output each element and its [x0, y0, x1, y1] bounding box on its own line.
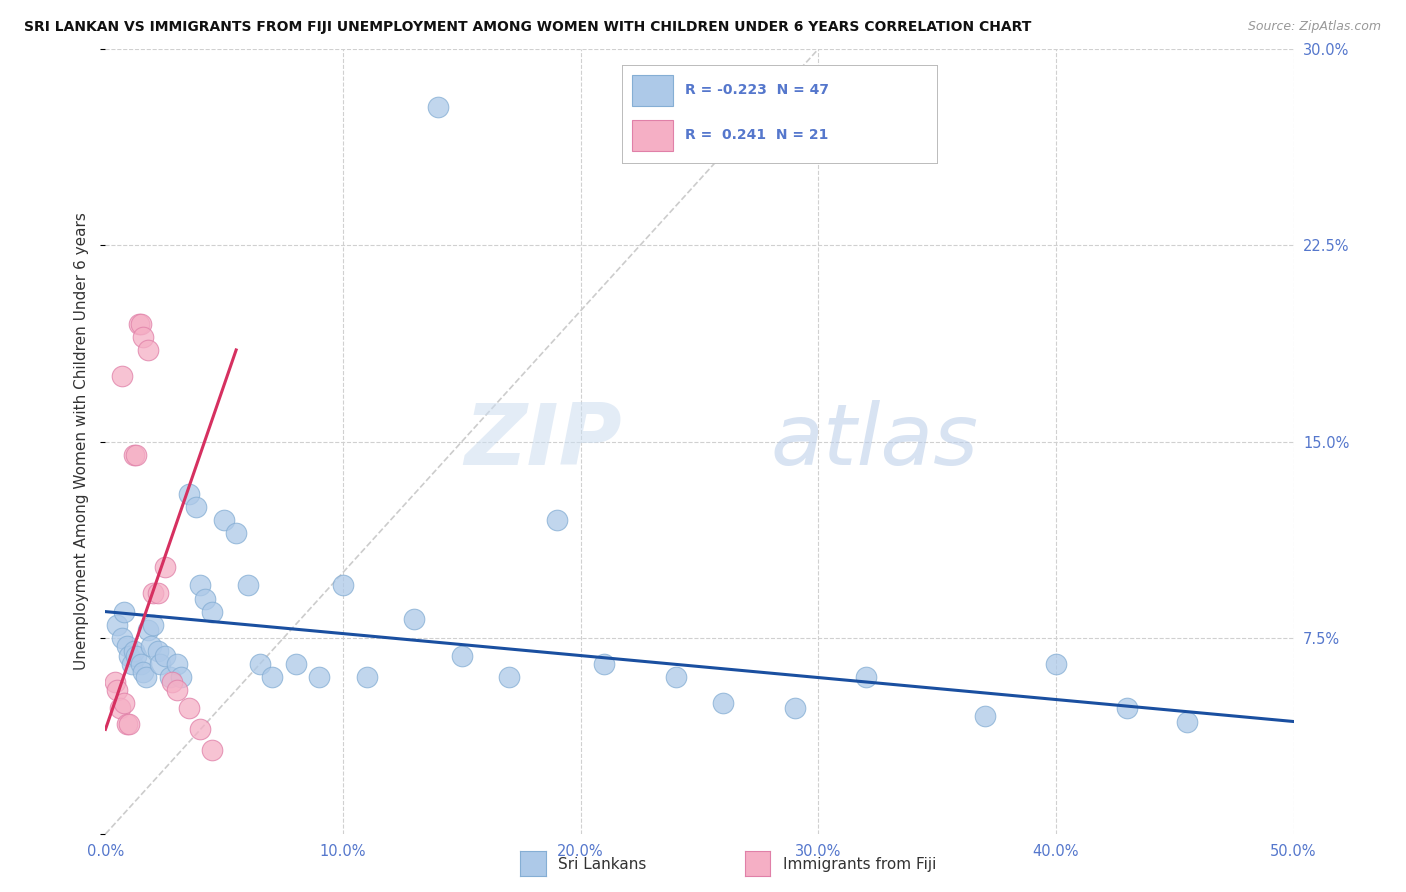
- Point: [308, 670, 330, 684]
- Point: [166, 657, 188, 671]
- Point: [122, 448, 145, 462]
- Point: [170, 670, 193, 684]
- Point: [115, 639, 138, 653]
- Point: [201, 605, 224, 619]
- Point: [225, 526, 247, 541]
- Point: [111, 369, 134, 384]
- Point: [125, 448, 148, 462]
- Point: [114, 696, 136, 710]
- Point: [1045, 657, 1067, 671]
- Point: [236, 578, 259, 592]
- Text: SRI LANKAN VS IMMIGRANTS FROM FIJI UNEMPLOYMENT AMONG WOMEN WITH CHILDREN UNDER : SRI LANKAN VS IMMIGRANTS FROM FIJI UNEMP…: [24, 20, 1031, 34]
- Point: [1175, 714, 1198, 729]
- Point: [160, 675, 183, 690]
- Point: [139, 639, 162, 653]
- Point: [166, 683, 188, 698]
- Point: [129, 657, 152, 671]
- Point: [593, 657, 616, 671]
- Point: [711, 696, 734, 710]
- Point: [129, 317, 152, 331]
- Point: [108, 701, 131, 715]
- Point: [132, 330, 155, 344]
- Point: [135, 670, 157, 684]
- Point: [201, 743, 224, 757]
- Point: [450, 649, 472, 664]
- Point: [142, 617, 165, 632]
- Point: [332, 578, 354, 592]
- Point: [105, 617, 128, 632]
- Point: [153, 649, 176, 664]
- Point: [146, 586, 169, 600]
- Point: [214, 513, 236, 527]
- Point: [114, 605, 136, 619]
- Text: Immigrants from Fiji: Immigrants from Fiji: [783, 857, 936, 871]
- Point: [149, 657, 172, 671]
- Point: [122, 644, 145, 658]
- Point: [177, 487, 200, 501]
- Point: [498, 670, 520, 684]
- Point: [128, 317, 150, 331]
- Point: [190, 723, 212, 737]
- Text: atlas: atlas: [770, 400, 979, 483]
- Point: [121, 657, 143, 671]
- Point: [249, 657, 271, 671]
- Point: [111, 631, 134, 645]
- Point: [665, 670, 688, 684]
- Point: [146, 644, 169, 658]
- Point: [159, 670, 181, 684]
- Point: [132, 665, 155, 679]
- Point: [404, 612, 426, 626]
- Point: [427, 100, 450, 114]
- Point: [142, 586, 165, 600]
- Point: [105, 683, 128, 698]
- Point: [118, 717, 141, 731]
- Y-axis label: Unemployment Among Women with Children Under 6 years: Unemployment Among Women with Children U…: [75, 212, 90, 671]
- Text: Source: ZipAtlas.com: Source: ZipAtlas.com: [1247, 20, 1381, 33]
- Point: [118, 649, 141, 664]
- Point: [260, 670, 283, 684]
- Point: [190, 578, 212, 592]
- Point: [1116, 701, 1139, 715]
- Point: [973, 709, 995, 723]
- Point: [546, 513, 568, 527]
- Point: [194, 591, 217, 606]
- Text: Sri Lankans: Sri Lankans: [558, 857, 647, 871]
- Point: [284, 657, 307, 671]
- Point: [153, 560, 176, 574]
- Point: [855, 670, 877, 684]
- Point: [177, 701, 200, 715]
- Point: [184, 500, 207, 514]
- Text: ZIP: ZIP: [464, 400, 623, 483]
- Point: [104, 675, 127, 690]
- Point: [115, 717, 138, 731]
- Point: [783, 701, 806, 715]
- Point: [136, 623, 159, 637]
- Point: [356, 670, 378, 684]
- Point: [125, 649, 148, 664]
- Point: [136, 343, 159, 357]
